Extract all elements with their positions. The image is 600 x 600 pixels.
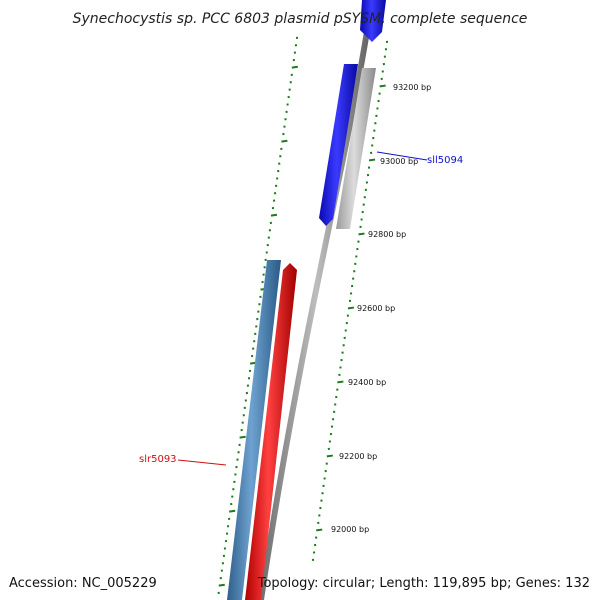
left-track-tick: [218, 583, 225, 587]
plasmid-backbone: [258, 0, 375, 600]
left-track-tick: [239, 435, 246, 439]
scale-label-92800: 92800 bp: [368, 230, 406, 239]
scale-label-93200: 93200 bp: [393, 83, 431, 92]
gene-label-slr5093: slr5093: [139, 454, 177, 465]
scale-label-92600: 92600 bp: [357, 304, 395, 313]
topology-summary-text: Topology: circular; Length: 119,895 bp; …: [257, 576, 590, 591]
gene-arrow-steelblue: [227, 260, 281, 600]
tick-track-right: [311, 40, 389, 561]
right-track-tick: [358, 232, 365, 236]
right-track-tick: [347, 306, 355, 310]
gene-arrow-slr5093: [245, 263, 297, 600]
right-track-tick: [316, 528, 323, 532]
scale-label-group: 93200 bp 93000 bp 92800 bp 92600 bp 9240…: [331, 83, 431, 534]
scale-label-92200: 92200 bp: [339, 452, 377, 461]
left-track-tick: [281, 139, 288, 143]
left-track-tick: [270, 213, 278, 217]
right-track-tick: [326, 454, 333, 458]
scale-label-92400: 92400 bp: [348, 378, 386, 387]
gene-arrow-grey: [336, 68, 376, 229]
accession-text: Accession: NC_005229: [9, 576, 157, 591]
callout-line-slr5093: [177, 459, 227, 466]
scale-label-92000: 92000 bp: [331, 525, 369, 534]
left-track-tick: [229, 509, 236, 513]
map-title: Synechocystis sp. PCC 6803 plasmid pSYSM…: [73, 11, 528, 27]
callout-line-sll5094: [376, 151, 428, 161]
gene-arrow-sll5094: [319, 64, 358, 226]
left-track-tick: [291, 65, 298, 69]
right-track-tick: [379, 84, 386, 88]
right-track-tick: [368, 158, 376, 162]
gene-arrow-blue-top: [360, 0, 386, 42]
right-track-tick: [337, 380, 344, 384]
tick-track-left: [217, 36, 299, 594]
gene-label-sll5094: sll5094: [427, 155, 463, 166]
scale-label-93000: 93000 bp: [380, 157, 418, 166]
